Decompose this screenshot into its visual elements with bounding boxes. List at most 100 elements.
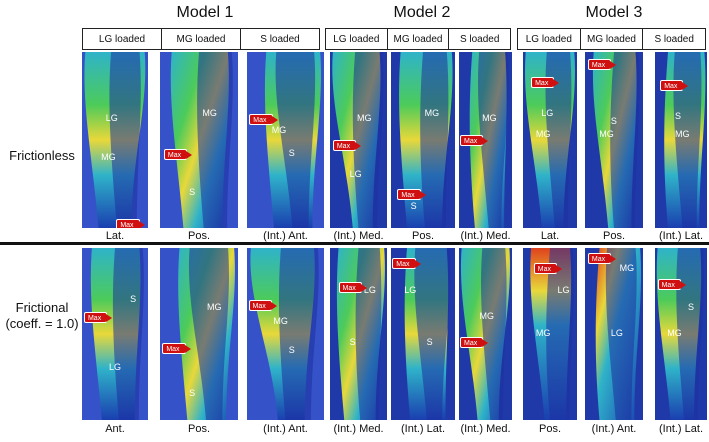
stress-contour-image (82, 52, 148, 228)
col-header: LG loaded (326, 29, 388, 49)
max-stress-marker: Max (163, 148, 193, 160)
tendon-overlap (610, 52, 640, 228)
view-label: (Int.) Med. (460, 423, 511, 435)
stress-panel: MG S Max (391, 52, 455, 228)
max-stress-marker: Max (531, 76, 560, 88)
max-stress-marker: Max (397, 189, 426, 201)
tendon-overlap (109, 52, 141, 228)
row-label-line: (coeff. = 1.0) (5, 316, 79, 331)
view-label: Pos. (411, 230, 434, 242)
max-stress-marker: Max (392, 258, 421, 270)
tendon-overlap (478, 52, 509, 228)
view-label: (Int.) Med. (460, 230, 511, 242)
max-stress-marker: Max (460, 337, 489, 349)
model-3-title: Model 3 (585, 4, 643, 21)
stress-contour-image (247, 52, 324, 228)
row-label-frictional: Frictional (coeff. = 1.0) (0, 300, 84, 332)
stress-panel: MG S Max (585, 52, 643, 228)
max-stress-marker: Max (162, 342, 191, 354)
stress-panel: MG S Max (160, 248, 238, 420)
stress-panel: LG S Max (391, 248, 455, 420)
view-label: Pos. (187, 423, 210, 435)
max-stress-marker: Max (338, 282, 368, 294)
tendon-overlap (420, 52, 449, 228)
stress-contour-image (459, 248, 512, 420)
col-header: S loaded (260, 33, 300, 45)
view-label: Ant. (105, 423, 125, 435)
stress-panel: S MG Max (655, 248, 707, 420)
view-label: Lat. (540, 230, 560, 242)
stress-contour-image (160, 248, 238, 420)
model-2-header: LG loaded MG loaded S loaded (325, 28, 511, 50)
stress-contour-image (391, 52, 455, 228)
tendon-overlap (414, 248, 451, 420)
stress-contour-image (585, 248, 643, 420)
view-label: (Int.) Lat. (400, 423, 446, 435)
max-stress-marker: Max (460, 134, 489, 146)
tendon-overlap (112, 248, 144, 420)
stress-contour-image (82, 248, 148, 420)
model-2-title: Model 2 (393, 4, 451, 21)
max-stress-marker: Max (116, 219, 145, 228)
max-stress-marker: Max (587, 253, 617, 265)
view-label: (Int.) Ant. (263, 423, 308, 435)
tendon-overlap (673, 52, 702, 228)
col-header: MG loaded (388, 29, 450, 49)
stress-panel: MG S Max (160, 52, 238, 228)
stress-contour-image (391, 248, 455, 420)
row-label-line: Frictionless (9, 148, 75, 163)
tendon-overlap (275, 52, 316, 228)
stress-contour-image (247, 248, 324, 420)
stress-panel: S MG Max (655, 52, 707, 228)
row-label-line: Frictional (15, 300, 69, 315)
tendon-overlap (546, 248, 574, 420)
max-stress-marker: Max (660, 80, 689, 92)
stress-panel: MG S Max (247, 248, 324, 420)
stress-panel: MG S Max (247, 52, 324, 228)
tendon-overlap (197, 52, 233, 228)
tendon-overlap (355, 248, 382, 420)
stress-contour-image (160, 52, 238, 228)
max-stress-marker: Max (587, 59, 617, 71)
col-header: S loaded (459, 33, 500, 45)
col-header: LG loaded (518, 29, 581, 49)
stress-panel: LG MG Max (82, 52, 148, 228)
view-label: Lat. (105, 230, 125, 242)
col-header: LG loaded (83, 29, 162, 49)
stress-panel: S LG Max (82, 248, 148, 420)
tendon-overlap (278, 248, 319, 420)
view-label: (Int.) Med. (333, 230, 384, 242)
row-label-frictionless: Frictionless (0, 148, 84, 164)
col-header: S loaded (654, 33, 694, 45)
view-label: (Int.) Lat. (658, 230, 704, 242)
model-1-title: Model 1 (176, 4, 234, 21)
max-stress-marker: Max (533, 263, 563, 275)
stress-contour-image (585, 52, 643, 228)
view-label: Pos. (602, 230, 625, 242)
stress-contour-image (523, 248, 577, 420)
max-stress-marker: Max (332, 140, 362, 151)
max-stress-marker: Max (249, 113, 278, 125)
tendon-overlap (188, 248, 229, 420)
view-label: (Int.) Ant. (263, 230, 308, 242)
stress-contour-image (655, 248, 707, 420)
row-divider (0, 242, 709, 245)
max-stress-marker: Max (248, 299, 278, 311)
stress-contour-image (330, 248, 387, 420)
model-1-header: LG loaded MG loaded S loaded (82, 28, 320, 50)
stress-contour-image (330, 52, 387, 228)
tendon-overlap (481, 248, 507, 420)
view-label: (Int.) Med. (333, 423, 384, 435)
tendon-overlap (545, 52, 572, 228)
stress-contour-image (655, 52, 707, 228)
max-stress-marker: Max (83, 311, 113, 323)
stress-panel: LG MG Max (523, 52, 577, 228)
view-label: (Int.) Ant. (591, 423, 637, 435)
tendon-overlap (676, 248, 704, 420)
stress-panel: LG S Max (330, 248, 387, 420)
stress-panel: LG MG Max (523, 248, 577, 420)
